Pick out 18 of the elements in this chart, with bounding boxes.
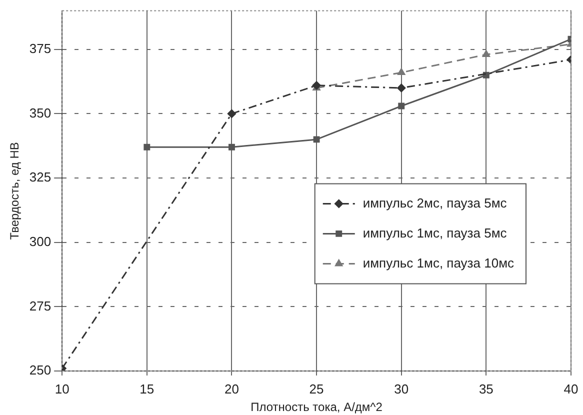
x-tick-label: 40: [564, 381, 578, 396]
x-tick-label: 25: [309, 381, 324, 396]
legend-label: импульс 1мс, пауза 10мс: [362, 255, 514, 270]
x-tick-label: 35: [478, 381, 494, 396]
x-tick-label: 15: [140, 381, 154, 396]
y-tick-label: 300: [29, 234, 52, 249]
x-tick-label: 20: [224, 381, 239, 396]
y-tick-label: 325: [29, 170, 52, 185]
y-tick-label: 350: [29, 105, 52, 120]
x-tick-label: 30: [394, 381, 409, 396]
y-tick-label: 375: [29, 40, 52, 56]
y-tick-label: 275: [29, 298, 52, 314]
x-axis-title: Плотность тока, А/дм^2: [250, 400, 383, 414]
legend-label: импульс 2мс, пауза 5мс: [362, 195, 508, 210]
y-tick-label: 250: [29, 362, 52, 378]
y-axis-title: Твердость, ед HB: [8, 142, 22, 240]
legend-label: импульс 1мс, пауза 5мс: [362, 225, 508, 240]
x-tick-label: 10: [54, 381, 70, 396]
